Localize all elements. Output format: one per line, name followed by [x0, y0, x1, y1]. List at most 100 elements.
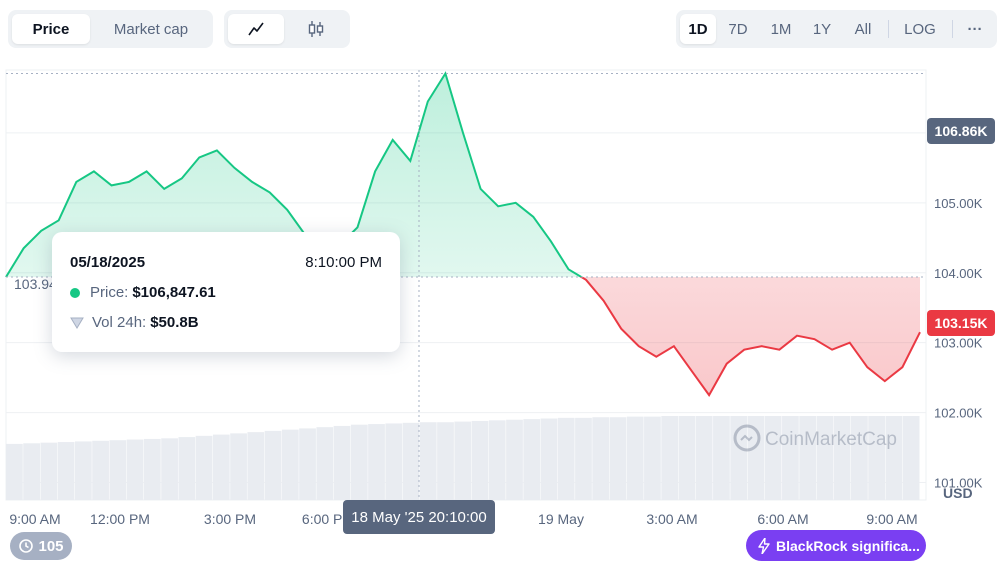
volume-bar [40, 442, 58, 500]
candlestick-button[interactable] [288, 14, 344, 44]
range-divider [952, 20, 953, 38]
tab-market-cap[interactable]: Market cap [113, 20, 189, 38]
volume-bar [350, 424, 368, 500]
current-price-tag: 103.15K [927, 310, 995, 336]
volume-bar [816, 416, 834, 500]
range-1d[interactable]: 1D [680, 14, 716, 44]
volume-bar [195, 435, 213, 500]
x-axis: 9:00 AM 12:00 PM 3:00 PM 6:00 PM 19 May 3:00 … [9, 511, 917, 527]
volume-bar [592, 417, 610, 500]
volume-bar [730, 416, 748, 500]
tab-price[interactable]: Price [12, 14, 90, 44]
tooltip-price-label: Price: [90, 284, 129, 301]
tooltip-date: 05/18/2025 [70, 254, 146, 271]
price-chart[interactable]: 101.00K102.00K103.00K104.00K105.00K106.0… [0, 60, 1001, 530]
area-below-reference [6, 276, 920, 396]
volume-bar [402, 422, 420, 500]
volume-bar [178, 437, 196, 500]
volume-bar [281, 429, 299, 500]
watermark-text: CoinMarketCap [765, 429, 897, 450]
range-7d[interactable]: 7D [728, 20, 748, 38]
line-chart-icon [248, 22, 264, 36]
volume-bar [264, 430, 282, 500]
x-tick-label: 6:00 AM [757, 511, 808, 527]
volume-bar [454, 421, 472, 500]
volume-bar [333, 425, 351, 500]
volume-bar [506, 419, 523, 500]
chart-tooltip: 05/18/2025 8:10:00 PM Price: $106,847.61… [52, 232, 400, 352]
volume-bar [92, 440, 109, 500]
range-1m[interactable]: 1M [770, 20, 792, 38]
volume-bar [713, 416, 730, 500]
volume-bar [230, 433, 247, 500]
volume-bar [885, 416, 903, 500]
y-tick-label: 102.00K [934, 406, 983, 421]
volume-bar [523, 419, 541, 500]
volume-bar [109, 440, 127, 500]
history-badge[interactable]: 105 [10, 532, 72, 560]
volume-bar [644, 416, 661, 500]
volume-bar [385, 423, 403, 500]
crosshair-time-label: 18 May '25 20:10:00 [343, 500, 495, 534]
news-badge[interactable]: BlackRock significa... [746, 530, 926, 561]
lightning-icon [758, 537, 770, 554]
high-price-tag: 106.86K [927, 118, 995, 144]
x-tick-label: 12:00 PM [90, 511, 150, 527]
y-tick-label: 101.00K [934, 476, 983, 491]
history-icon [19, 539, 34, 553]
y-axis: 101.00K102.00K103.00K104.00K105.00K106.0… [934, 126, 983, 491]
volume-bar [212, 434, 230, 500]
x-tick-label: 9:00 AM [9, 511, 60, 527]
volume-bar [247, 432, 265, 500]
volume-bar [626, 416, 644, 500]
range-1y[interactable]: 1Y [812, 20, 832, 38]
volume-bar [74, 441, 92, 500]
volume-bar [143, 438, 161, 500]
volume-bar [678, 416, 696, 500]
volume-bar [575, 417, 592, 500]
y-tick-label: 103.00K [934, 336, 983, 351]
more-options-button[interactable]: ··· [967, 20, 983, 38]
news-badge-text: BlackRock significa... [776, 537, 920, 554]
x-tick-label: 6:00 PM [302, 511, 354, 527]
volume-bar [6, 443, 23, 500]
price-line-down [5, 276, 921, 397]
volume-bar [368, 424, 385, 500]
tooltip-volume-row: Vol 24h: $50.8B [70, 314, 199, 331]
tooltip-volume-value: $50.8B [150, 314, 199, 331]
view-toggle: Price Market cap [8, 10, 213, 48]
volume-bar [851, 416, 868, 500]
volume-bar [661, 416, 679, 500]
x-tick-label: 3:00 PM [204, 511, 256, 527]
volume-bar [126, 439, 144, 500]
volume-bar [557, 417, 575, 500]
tooltip-price-row: Price: $106,847.61 [70, 284, 216, 301]
tooltip-price-value: $106,847.61 [132, 284, 216, 301]
x-tick-label: 3:00 AM [646, 511, 697, 527]
volume-bar [833, 416, 851, 500]
price-lines [5, 71, 921, 397]
volume-bar [437, 422, 454, 500]
volume-bars [6, 416, 920, 500]
volume-bar [695, 416, 713, 500]
volume-bar [161, 438, 178, 500]
line-chart-button[interactable] [228, 14, 284, 44]
candlestick-icon [308, 21, 324, 37]
price-line-up [5, 71, 584, 277]
history-count: 105 [38, 537, 64, 555]
volume-bar [299, 428, 316, 500]
range-all[interactable]: All [854, 20, 872, 38]
tooltip-time: 8:10:00 PM [305, 254, 382, 271]
x-tick-label: 9:00 AM [866, 511, 917, 527]
price-dot-icon [70, 287, 80, 298]
volume-bar [868, 416, 886, 500]
y-tick-label: 104.00K [934, 266, 983, 281]
volume-bar [902, 416, 920, 500]
range-divider [888, 20, 889, 38]
volume-bar [540, 418, 558, 500]
y-tick-label: 105.00K [934, 196, 983, 211]
volume-bar [57, 442, 75, 500]
volume-bar [488, 420, 506, 500]
range-log[interactable]: LOG [904, 20, 936, 38]
price-areas [6, 73, 920, 396]
